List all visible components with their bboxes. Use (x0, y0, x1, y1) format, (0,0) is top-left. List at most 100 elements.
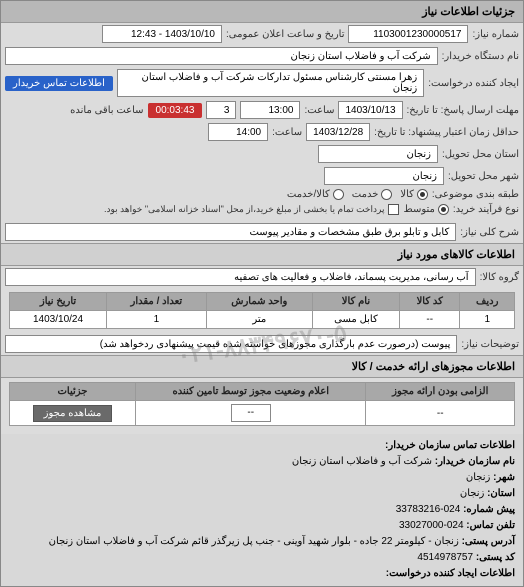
th-mandatory: الزامی بودن ارائه مجوز (366, 383, 515, 401)
footer-val-postal: 4514978757 (417, 552, 473, 563)
treasury-note: پرداخت تمام یا بخشی از مبلغ خرید،از محل … (104, 204, 384, 215)
footer-line-city: شهر: زنجان (9, 470, 515, 486)
goods-table-head: ردیف کد کالا نام کالا واحد شمارش تعداد /… (10, 293, 515, 311)
td-qty: 1 (107, 311, 207, 329)
label-buyer-org: نام دستگاه خریدار: (442, 51, 519, 62)
footer-line-province: استان: زنجان (9, 486, 515, 502)
treasury-checkbox[interactable] (388, 204, 399, 215)
field-validity-time: 14:00 (208, 123, 268, 141)
row-buyer-org: نام دستگاه خریدار: شرکت آب و فاضلاب استا… (1, 45, 523, 67)
td-code: -- (399, 311, 460, 329)
label-need-notes: توضیحات نیاز: (461, 339, 519, 350)
label-validity-time: ساعت: (272, 127, 302, 138)
footer-label-prefix: پیش شماره: (463, 504, 515, 515)
field-description: کابل و تابلو برق طبق مشخصات و مقادیر پیو… (5, 223, 456, 241)
radio-medium[interactable] (438, 204, 449, 215)
label-deadline: مهلت ارسال پاسخ: تا تاریخ: (407, 105, 519, 116)
th-qty: تعداد / مقدار (107, 293, 207, 311)
footer-label-org: نام سازمان خریدار: (435, 456, 515, 467)
label-goods-group: گروه کالا: (480, 272, 519, 283)
buyer-contact-button[interactable]: اطلاعات تماس خریدار (5, 76, 113, 91)
radio-label-goods: کالا (400, 189, 414, 200)
footer-line-address: آدرس پستی: زنجان - کیلومتر 22 جاده - بلو… (9, 534, 515, 550)
label-city: شهر محل تحویل: (448, 171, 519, 182)
row-number-date: شماره نیاز: 1103001230000517 تاریخ و ساع… (1, 23, 523, 45)
td-unit: متر (206, 311, 312, 329)
row-category: طبقه بندی موضوعی: کالا خدمت کالا/خدمت (1, 187, 523, 202)
row-process-type: نوع فرآیند خرید: متوسط پرداخت تمام یا بخ… (1, 202, 523, 217)
td-date: 1403/10/24 (10, 311, 107, 329)
row-deadline: مهلت ارسال پاسخ: تا تاریخ: 1403/10/13 سا… (1, 99, 523, 121)
label-province: استان محل تحویل: (442, 149, 519, 160)
row-province: استان محل تحویل: زنجان (1, 143, 523, 165)
field-days-count: 3 (206, 101, 236, 119)
label-request-no: شماره نیاز: (472, 29, 519, 40)
field-request-no: 1103001230000517 (348, 25, 468, 43)
row-description: شرح کلی نیاز: کابل و تابلو برق طبق مشخصا… (1, 221, 523, 243)
field-buyer-org: شرکت آب و فاضلاب استان زنجان (5, 47, 438, 65)
field-goods-group: آب رسانی، مدیریت پسماند، فاضلاب و فعالیت… (5, 268, 476, 286)
footer-title: اطلاعات تماس سازمان خریدار: (9, 438, 515, 454)
radio-item-service[interactable]: خدمت (352, 189, 393, 200)
td-name: کابل مسی (312, 311, 399, 329)
th-row: ردیف (460, 293, 515, 311)
row-creator: ایجاد کننده درخواست: زهرا مسنتی کارشناس … (1, 67, 523, 99)
radio-item-both[interactable]: کالا/خدمت (287, 189, 344, 200)
field-deadline-time: 13:00 (240, 101, 300, 119)
row-city: شهر محل تحویل: زنجان (1, 165, 523, 187)
footer-label-phone: تلفن تماس: (466, 520, 515, 531)
label-creator: ایجاد کننده درخواست: (428, 78, 519, 89)
footer-val-province: زنجان (460, 488, 484, 499)
field-province: زنجان (318, 145, 438, 163)
label-process-type: نوع فرآیند خرید: (453, 204, 519, 215)
th-details: جزئیات (10, 383, 136, 401)
status-select[interactable]: -- (231, 404, 271, 422)
field-validity-date: 1403/12/28 (306, 123, 370, 141)
row-need-notes: توضیحات نیاز: پیوست (درصورت عدم بارگذاری… (1, 333, 523, 355)
footer-creator-title: اطلاعات ایجاد کننده درخواست: (9, 566, 515, 582)
footer-line-postal: کد پستی: 4514978757 (9, 550, 515, 566)
footer-val-phone: 024-33027000 (399, 520, 464, 531)
th-unit: واحد شمارش (206, 293, 312, 311)
radio-item-medium[interactable]: متوسط (403, 204, 448, 215)
radio-label-both: کالا/خدمت (287, 189, 330, 200)
section-goods-title: اطلاعات کالاهای مورد نیاز (1, 243, 523, 266)
footer-val-prefix: 024-33783216 (396, 504, 461, 515)
section-permits-title: اطلاعات مجوزهای ارائه خدمت / کالا (1, 355, 523, 378)
radio-goods[interactable] (417, 189, 428, 200)
radio-label-medium: متوسط (403, 204, 434, 215)
table-row: -- -- مشاهده مجوز (10, 401, 515, 426)
footer-contact-info: اطلاعات تماس سازمان خریدار: نام سازمان خ… (1, 434, 523, 586)
category-radio-group: کالا خدمت کالا/خدمت (287, 189, 428, 200)
label-category: طبقه بندی موضوعی: (432, 189, 519, 200)
label-remaining: ساعت باقی مانده (70, 105, 143, 116)
footer-line-phone: تلفن تماس: 024-33027000 (9, 518, 515, 534)
permits-table: الزامی بودن ارائه مجوز اعلام وضعیت مجوز … (9, 382, 515, 426)
footer-label-postal: کد پستی: (476, 552, 515, 563)
footer-label-address: آدرس پستی: (462, 536, 515, 547)
countdown-badge: 00:03:43 (148, 103, 203, 118)
footer-val-address: زنجان - کیلومتر 22 جاده - بلوار شهید آوی… (49, 536, 459, 547)
radio-item-goods[interactable]: کالا (400, 189, 428, 200)
label-deadline-time: ساعت: (304, 105, 334, 116)
goods-table: ردیف کد کالا نام کالا واحد شمارش تعداد /… (9, 292, 515, 329)
page-container: جزئیات اطلاعات نیاز شماره نیاز: 11030012… (0, 0, 524, 587)
field-need-notes: پیوست (درصورت عدم بارگذاری مجوزهای خواست… (5, 335, 457, 353)
td-mandatory: -- (366, 401, 515, 426)
radio-label-service: خدمت (352, 189, 379, 200)
field-announce-date: 1403/10/10 - 12:43 (102, 25, 222, 43)
label-validity: حداقل زمان اعتبار پیشنهاد: تا تاریخ: (374, 127, 519, 138)
row-validity: حداقل زمان اعتبار پیشنهاد: تا تاریخ: 140… (1, 121, 523, 143)
view-permit-button[interactable]: مشاهده مجوز (33, 405, 113, 422)
label-announce-date: تاریخ و ساعت اعلان عمومی: (226, 29, 345, 40)
field-creator: زهرا مسنتی کارشناس مسئول تدارکات شرکت آب… (117, 69, 424, 97)
th-status: اعلام وضعیت مجوز توسط تامین کننده (136, 383, 366, 401)
footer-label-province: استان: (487, 488, 515, 499)
footer-line-prefix: پیش شماره: 024-33783216 (9, 502, 515, 518)
field-city: زنجان (324, 167, 444, 185)
radio-both[interactable] (333, 189, 344, 200)
td-details: مشاهده مجوز (10, 401, 136, 426)
td-status: -- (136, 401, 366, 426)
label-description: شرح کلی نیاز: (460, 227, 519, 238)
radio-service[interactable] (381, 189, 392, 200)
